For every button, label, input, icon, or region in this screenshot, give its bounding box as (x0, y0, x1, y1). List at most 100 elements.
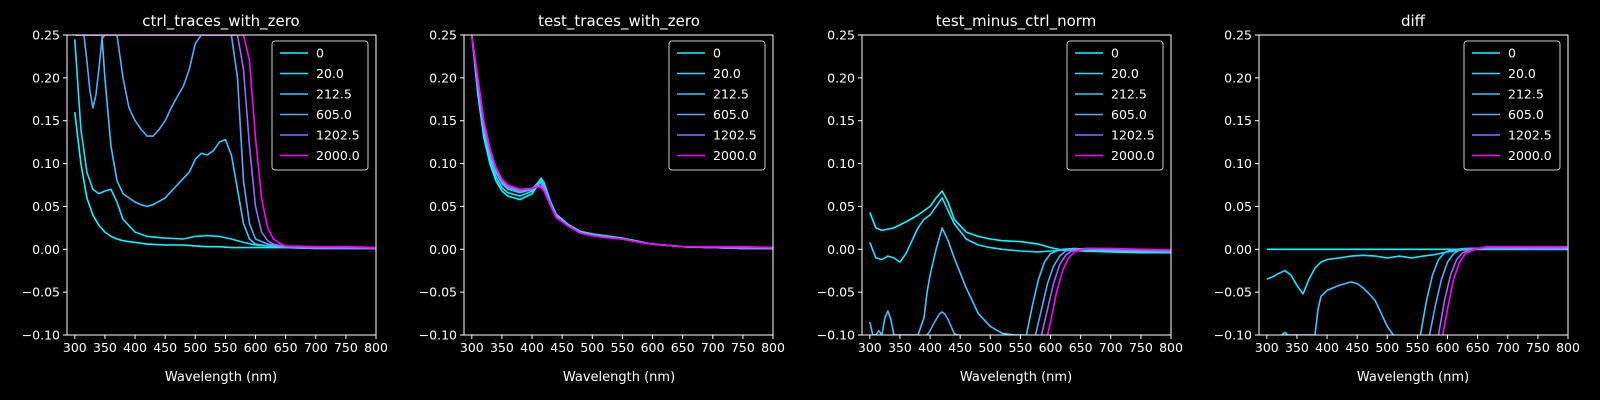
x-tick-label: 300 (858, 340, 882, 355)
y-tick-label: −0.05 (419, 285, 457, 300)
legend-label: 212.5 (713, 87, 749, 102)
x-tick-label: 800 (1159, 340, 1183, 355)
y-tick-label: 0.15 (827, 113, 855, 128)
legend-label: 2000.0 (316, 148, 360, 163)
y-tick-label: 0.20 (32, 70, 60, 85)
y-tick-label: 0.25 (32, 28, 60, 43)
y-tick-label: −0.05 (1214, 285, 1252, 300)
x-tick-label: 550 (1008, 340, 1032, 355)
legend-label: 0 (1111, 46, 1119, 61)
x-tick-label: 550 (610, 340, 634, 355)
legend-label: 20.0 (1508, 66, 1536, 81)
x-tick-label: 650 (274, 340, 298, 355)
y-tick-label: 0.05 (32, 199, 60, 214)
x-tick-label: 350 (93, 340, 117, 355)
axes-frame (66, 34, 377, 336)
y-tick-label: 0.20 (827, 70, 855, 85)
y-tick-label: −0.05 (22, 285, 60, 300)
legend-label: 1202.5 (1111, 128, 1155, 143)
x-tick-label: 550 (213, 340, 237, 355)
y-tick-label: 0.15 (1224, 113, 1252, 128)
x-tick-label: 600 (1436, 340, 1460, 355)
x-tick-label: 300 (63, 340, 87, 355)
series-line (1025, 247, 1171, 335)
y-tick-label: 0.05 (1224, 199, 1252, 214)
x-tick-label: 700 (1496, 340, 1520, 355)
y-tick-label: 0.00 (827, 242, 855, 257)
x-tick-label: 350 (490, 340, 514, 355)
x-tick-label: 450 (153, 340, 177, 355)
y-tick-label: 0.20 (1224, 70, 1252, 85)
legend-label: 605.0 (316, 107, 352, 122)
y-tick-label: 0.15 (429, 113, 457, 128)
x-tick-label: 500 (1375, 340, 1399, 355)
legend-label: 605.0 (713, 107, 749, 122)
axes-frame (1258, 34, 1569, 336)
x-tick-label: 600 (244, 340, 268, 355)
legend-label: 212.5 (316, 87, 352, 102)
series-line (1441, 245, 1568, 335)
chart-panel-1: ctrl_traces_with_zero Wavelength (nm) 30… (22, 12, 388, 385)
legend-label: 1202.5 (713, 128, 757, 143)
y-tick-label: 0.20 (429, 70, 457, 85)
chart-panel-3: test_minus_ctrl_norm Wavelength (nm) 300… (817, 12, 1183, 385)
series-group (1266, 245, 1568, 335)
y-tick-label: 0.00 (429, 242, 457, 257)
x-tick-label: 800 (1556, 340, 1580, 355)
legend-label: 1202.5 (316, 128, 360, 143)
chart-4-title: diff (1401, 12, 1426, 30)
x-tick-label: 800 (761, 340, 785, 355)
chart-panel-2: test_traces_with_zero Wavelength (nm) 30… (419, 12, 785, 385)
y-tick-label: −0.10 (1214, 328, 1252, 343)
y-tick-label: −0.10 (22, 328, 60, 343)
series-line (471, 35, 773, 249)
legend-label: 1202.5 (1508, 128, 1552, 143)
y-tick-label: 0.15 (32, 113, 60, 128)
y-tick-label: 0.00 (32, 242, 60, 257)
y-tick-label: −0.10 (419, 328, 457, 343)
series-line (74, 35, 376, 250)
y-tick-label: 0.25 (1224, 28, 1252, 43)
legend: 0 20.0 212.5 605.0 1202.5 2000.0 (1463, 40, 1561, 171)
chart-1-title: ctrl_traces_with_zero (142, 12, 299, 31)
x-tick-label: 400 (918, 340, 942, 355)
x-tick-label: 600 (1039, 340, 1063, 355)
chart-1-xlabel: Wavelength (nm) (165, 370, 277, 385)
x-tick-label: 400 (1315, 340, 1339, 355)
x-tick-label: 300 (460, 340, 484, 355)
x-tick-label: 700 (1099, 340, 1123, 355)
chart-panel-4: diff Wavelength (nm) 300 350 400 450 500 550 6… (1214, 12, 1580, 385)
x-tick-label: 750 (334, 340, 358, 355)
legend-label: 2000.0 (1111, 148, 1155, 163)
y-tick-label: −0.05 (817, 285, 855, 300)
series-line (926, 311, 961, 335)
x-tick-label: 650 (671, 340, 695, 355)
x-tick-label: 750 (1526, 340, 1550, 355)
x-tick-label: 500 (580, 340, 604, 355)
x-tick-label: 750 (731, 340, 755, 355)
series-group (869, 190, 1171, 335)
series-line (74, 35, 376, 250)
y-tick-label: 0.25 (429, 28, 457, 43)
series-line (1281, 281, 1394, 335)
x-tick-label: 700 (304, 340, 328, 355)
legend-label: 605.0 (1111, 107, 1147, 122)
x-tick-label: 550 (1405, 340, 1429, 355)
series-line (1437, 246, 1568, 335)
y-tick-label: 0.05 (827, 199, 855, 214)
y-tick-label: 0.10 (1224, 156, 1252, 171)
series-line (74, 35, 376, 250)
legend-label: 212.5 (1111, 87, 1147, 102)
chart-2-xlabel: Wavelength (nm) (563, 370, 675, 385)
series-group (471, 35, 773, 250)
y-tick-label: 0.10 (827, 156, 855, 171)
x-tick-label: 750 (1129, 340, 1153, 355)
x-tick-label: 650 (1466, 340, 1490, 355)
series-line (1040, 247, 1171, 335)
legend-label: 0 (713, 46, 721, 61)
legend-label: 605.0 (1508, 107, 1544, 122)
chart-3-xlabel: Wavelength (nm) (960, 370, 1072, 385)
y-tick-label: 0.10 (429, 156, 457, 171)
x-tick-label: 450 (550, 340, 574, 355)
